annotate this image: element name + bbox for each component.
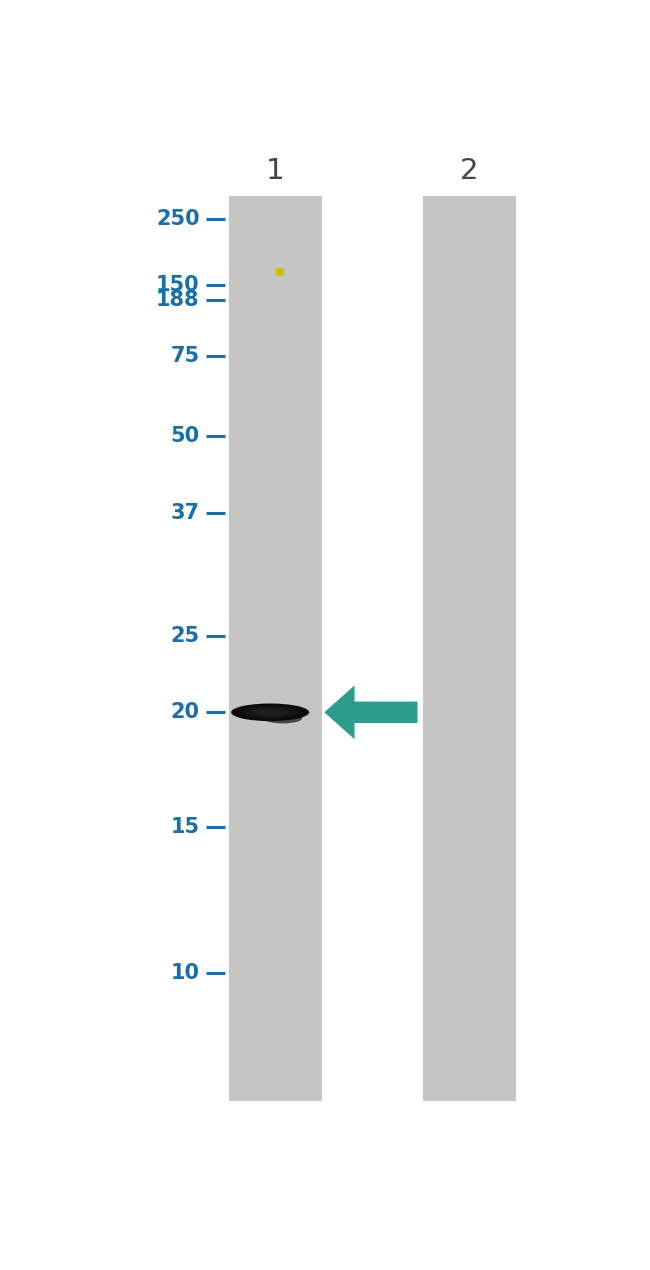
- Text: 50: 50: [170, 427, 200, 446]
- Text: 25: 25: [170, 626, 200, 645]
- Text: 188: 188: [156, 290, 200, 310]
- Text: 15: 15: [170, 818, 200, 837]
- Text: 37: 37: [171, 503, 200, 523]
- Ellipse shape: [251, 707, 290, 716]
- Text: 1: 1: [266, 156, 285, 184]
- Ellipse shape: [263, 712, 302, 724]
- Bar: [229, 197, 322, 1101]
- Ellipse shape: [231, 704, 309, 721]
- Bar: [422, 197, 515, 1101]
- FancyArrow shape: [324, 686, 417, 739]
- Text: 75: 75: [170, 345, 200, 366]
- Ellipse shape: [241, 706, 300, 719]
- Text: 150: 150: [156, 274, 200, 295]
- Text: 250: 250: [156, 210, 200, 230]
- Text: 20: 20: [171, 702, 200, 723]
- Text: 10: 10: [171, 963, 200, 983]
- Text: 2: 2: [460, 156, 478, 184]
